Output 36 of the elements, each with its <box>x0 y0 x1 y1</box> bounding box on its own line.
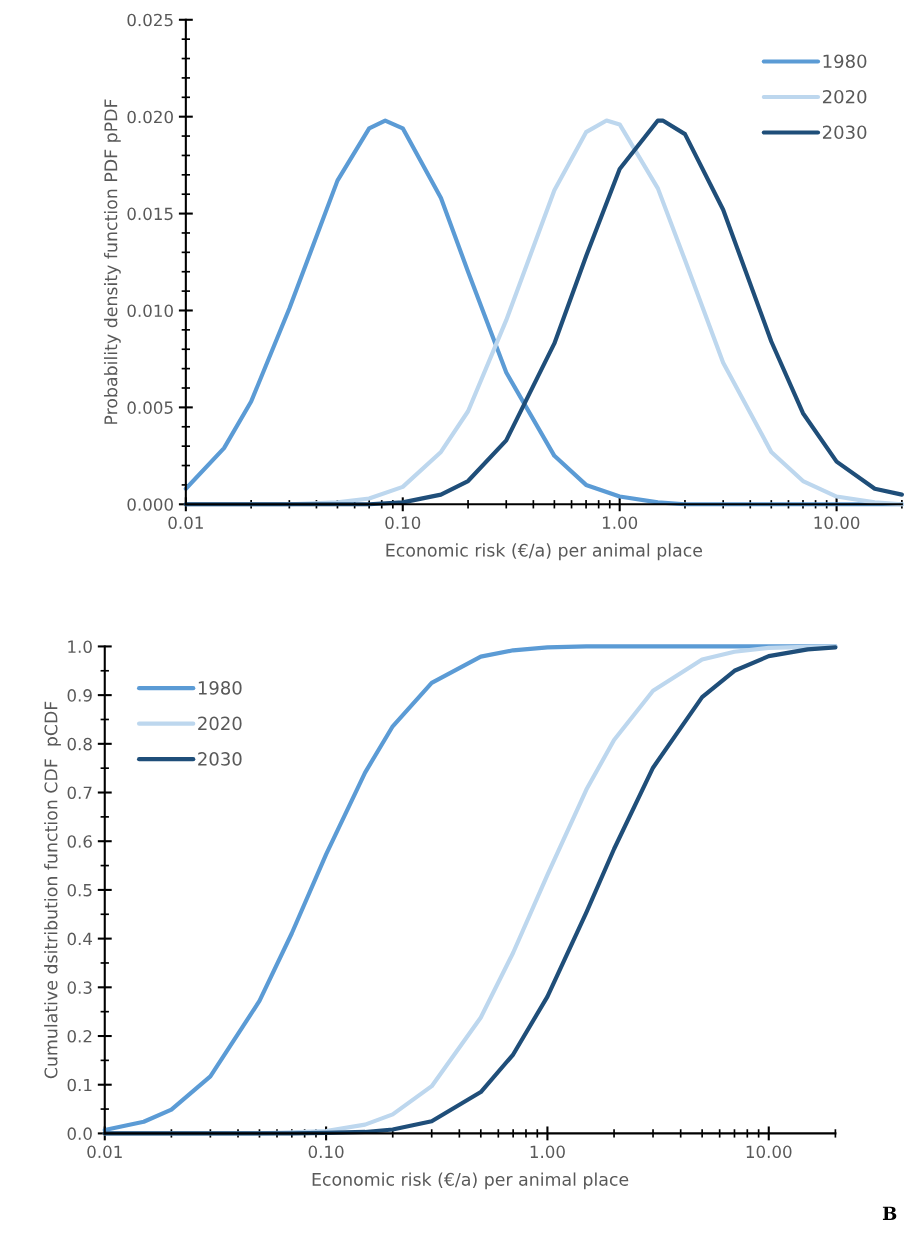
x-tick-label: 0.01 <box>87 1145 122 1159</box>
x-tick-label: 0.10 <box>385 516 421 529</box>
legend-label: 2020 <box>198 716 242 731</box>
y-tick-label: 0.005 <box>127 401 173 414</box>
y-axis-title: Cumulative dsitribution function CDF pCDF <box>44 701 61 1079</box>
legend-label: 1980 <box>198 681 242 695</box>
y-tick-label: 0.9 <box>67 689 92 702</box>
x-tick-label: 0.10 <box>308 1145 344 1159</box>
x-axis-title: Economic risk (€/a) per animal place <box>312 1172 629 1190</box>
y-tick-label: 0.000 <box>127 498 173 511</box>
x-axis-title: Economic risk (€/a) per animal place <box>386 543 703 561</box>
y-tick-label: 0.4 <box>67 932 93 946</box>
y-tick-label: 0.6 <box>67 835 92 848</box>
legend-label: 2030 <box>822 125 867 140</box>
y-axis-title: Probability density function PDF pPDF <box>103 99 121 424</box>
legend-label: 1980 <box>823 54 867 69</box>
y-tick-label: 0.010 <box>127 304 173 318</box>
x-tick-label: 0.01 <box>168 516 203 529</box>
y-tick-label: 0.015 <box>127 207 173 221</box>
y-tick-label: 0.7 <box>67 786 92 800</box>
y-tick-label: 0.2 <box>67 1029 92 1043</box>
x-tick-label: 10.00 <box>746 1145 792 1159</box>
x-tick-label: 10.00 <box>814 516 860 529</box>
legend-label: 2030 <box>198 752 242 766</box>
y-tick-label: 0.1 <box>67 1078 92 1092</box>
y-tick-label: 0.3 <box>67 981 92 994</box>
y-tick-label: 0.025 <box>127 13 173 27</box>
y-tick-label: 1.0 <box>68 640 92 653</box>
y-tick-label: 0.5 <box>67 883 92 897</box>
x-tick-label: 1.00 <box>530 1145 565 1159</box>
legend-label: 2020 <box>822 89 867 104</box>
y-tick-label: 0.020 <box>127 110 173 124</box>
y-tick-label: 0.8 <box>67 737 92 751</box>
x-tick-label: 1.00 <box>602 516 638 529</box>
text: B <box>882 1206 897 1220</box>
y-tick-label: 0.0 <box>67 1127 92 1140</box>
